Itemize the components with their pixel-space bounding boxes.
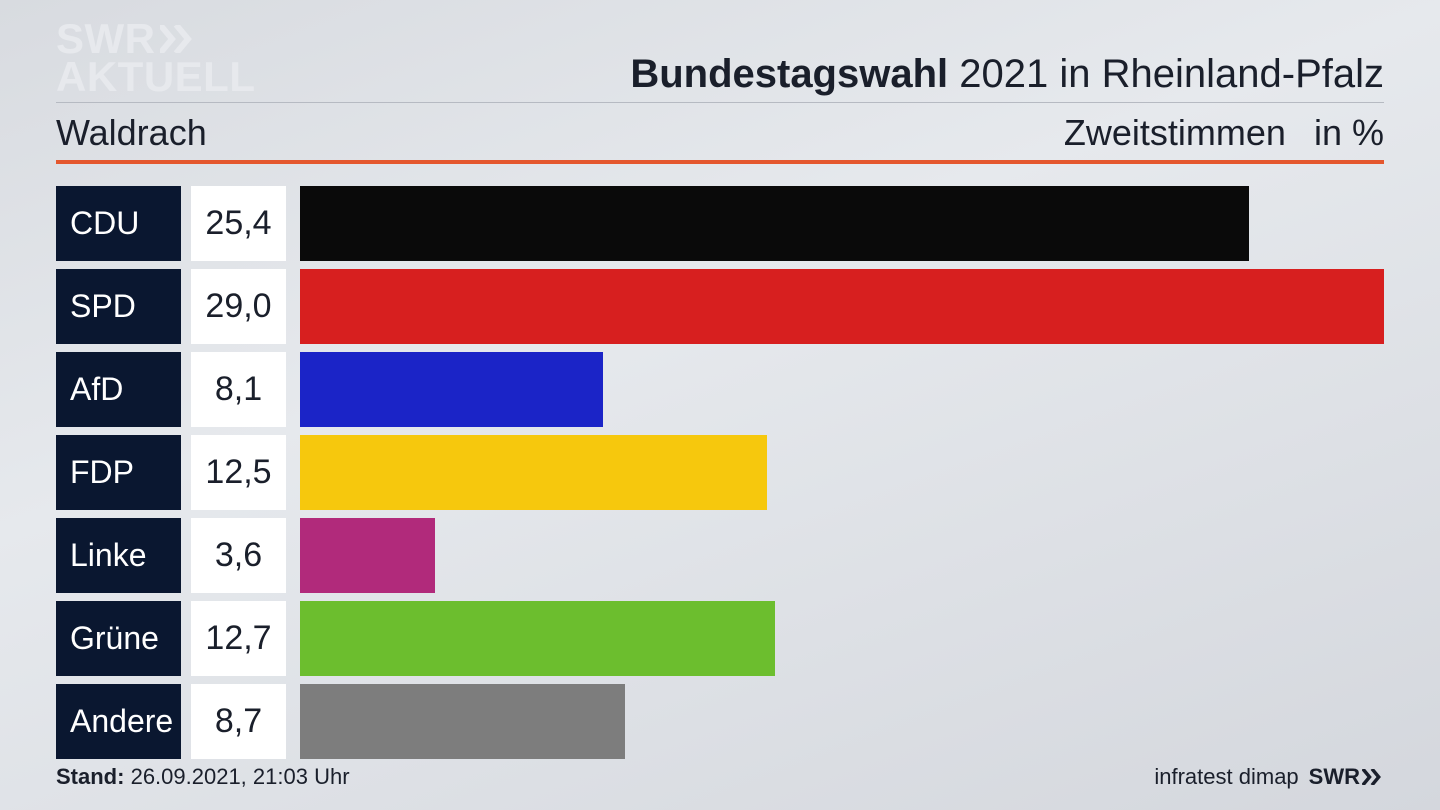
chart-row: CDU25,4 xyxy=(56,186,1384,261)
party-label: Andere xyxy=(56,684,181,759)
bar-track xyxy=(300,601,1384,676)
bar-fill xyxy=(300,186,1249,261)
chart-row: Linke3,6 xyxy=(56,518,1384,593)
broadcaster-logo: SWR AKTUELL xyxy=(56,20,255,96)
party-value: 8,1 xyxy=(191,352,286,427)
bar-track xyxy=(300,352,1384,427)
chart-row: Grüne12,7 xyxy=(56,601,1384,676)
divider-accent xyxy=(56,160,1384,164)
timestamp: Stand: 26.09.2021, 21:03 Uhr xyxy=(56,764,350,790)
chevron-right-icon xyxy=(160,25,196,53)
bar-fill xyxy=(300,435,767,510)
bar-fill xyxy=(300,352,603,427)
chart-row: SPD29,0 xyxy=(56,269,1384,344)
bar-fill xyxy=(300,601,775,676)
broadcaster-small-logo: SWR xyxy=(1309,764,1384,790)
bar-fill xyxy=(300,518,435,593)
party-label: Grüne xyxy=(56,601,181,676)
data-source: infratest dimap SWR xyxy=(1154,764,1384,790)
party-label: FDP xyxy=(56,435,181,510)
headline: Bundestagswahl 2021 in Rheinland-Pfalz xyxy=(630,52,1384,97)
bar-track xyxy=(300,186,1384,261)
party-label: CDU xyxy=(56,186,181,261)
logo-line2: AKTUELL xyxy=(56,58,255,96)
party-value: 12,5 xyxy=(191,435,286,510)
chart-row: Andere8,7 xyxy=(56,684,1384,759)
chart-row: AfD8,1 xyxy=(56,352,1384,427)
bar-track xyxy=(300,269,1384,344)
footer: Stand: 26.09.2021, 21:03 Uhr infratest d… xyxy=(56,764,1384,790)
timestamp-value: 26.09.2021, 21:03 Uhr xyxy=(131,764,350,789)
chart-row: FDP12,5 xyxy=(56,435,1384,510)
source-label: infratest dimap xyxy=(1154,764,1298,790)
bar-track xyxy=(300,435,1384,510)
party-label: AfD xyxy=(56,352,181,427)
bar-track xyxy=(300,684,1384,759)
headline-bold: Bundestagswahl xyxy=(630,52,948,96)
divider-thin xyxy=(56,102,1384,103)
election-result-card: SWR AKTUELL Bundestagswahl 2021 in Rhein… xyxy=(0,0,1440,810)
party-value: 29,0 xyxy=(191,269,286,344)
party-value: 12,7 xyxy=(191,601,286,676)
headline-rest: 2021 in Rheinland-Pfalz xyxy=(948,52,1384,96)
party-value: 8,7 xyxy=(191,684,286,759)
bar-fill xyxy=(300,269,1384,344)
party-value: 25,4 xyxy=(191,186,286,261)
metric-label: Zweitstimmen xyxy=(1064,112,1286,153)
timestamp-label: Stand: xyxy=(56,764,124,789)
party-label: SPD xyxy=(56,269,181,344)
results-bar-chart: CDU25,4SPD29,0AfD8,1FDP12,5Linke3,6Grüne… xyxy=(56,186,1384,767)
unit-label: in % xyxy=(1314,112,1384,153)
bar-fill xyxy=(300,684,625,759)
location-label: Waldrach xyxy=(56,112,207,154)
subheadline: Waldrach Zweitstimmen in % xyxy=(56,112,1384,154)
bar-track xyxy=(300,518,1384,593)
party-value: 3,6 xyxy=(191,518,286,593)
party-label: Linke xyxy=(56,518,181,593)
